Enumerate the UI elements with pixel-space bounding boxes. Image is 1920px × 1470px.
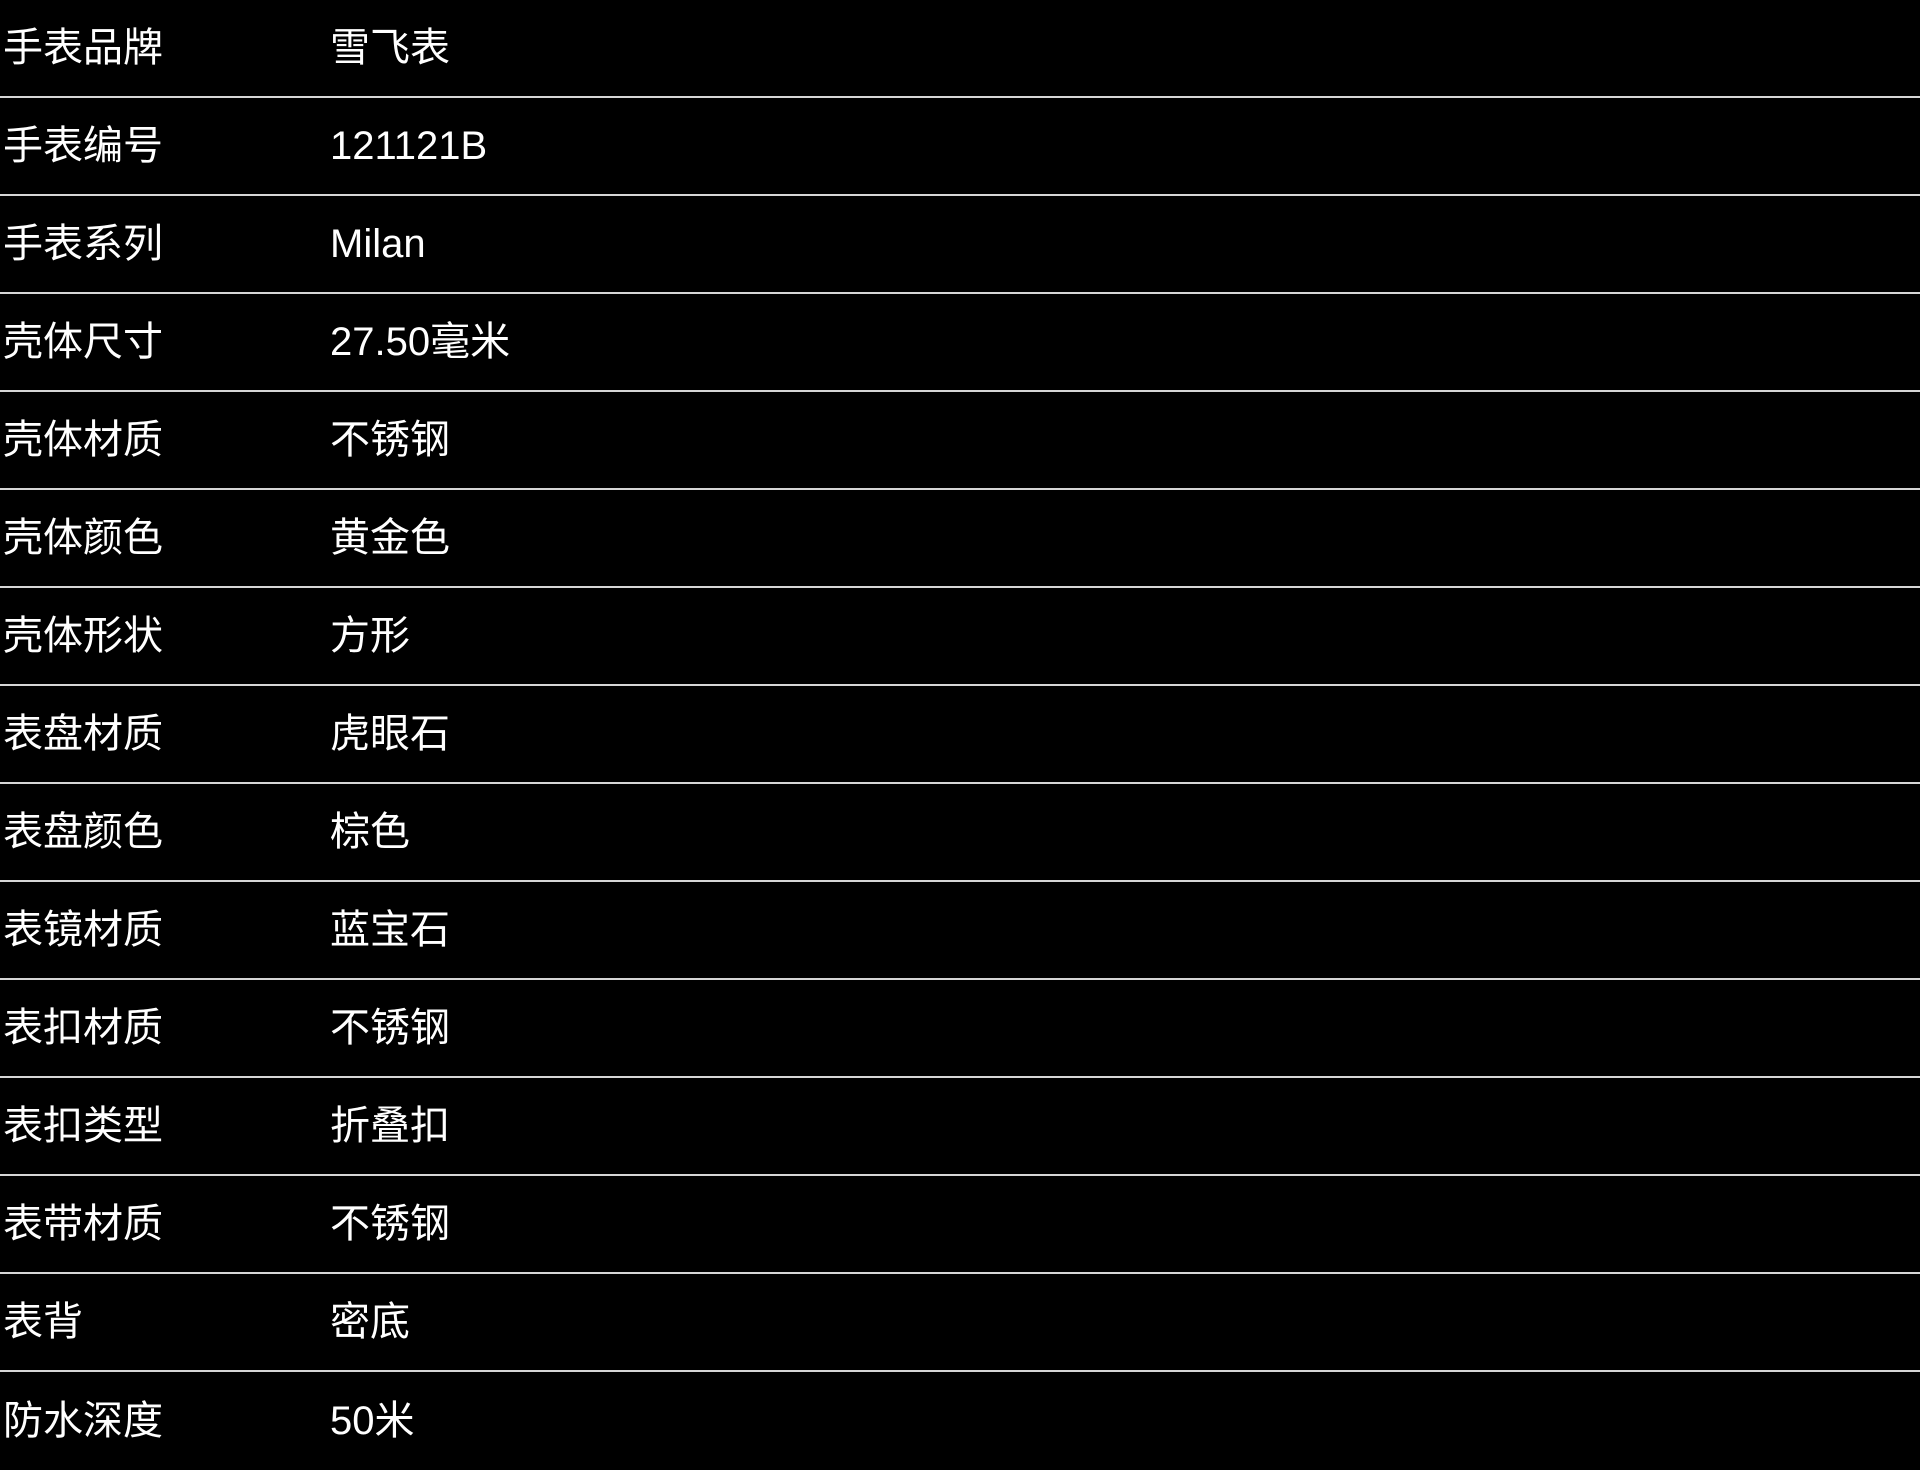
spec-label: 防水深度 (3, 1399, 163, 1443)
spec-value: 不锈钢 (330, 1202, 450, 1246)
spec-row-crystal-material: 表镜材质 蓝宝石 (0, 882, 1920, 980)
spec-label: 表盘材质 (3, 712, 163, 756)
spec-value: 121121B (330, 124, 488, 168)
spec-label: 壳体形状 (3, 614, 163, 658)
spec-label: 手表品牌 (3, 26, 163, 70)
spec-label: 壳体尺寸 (3, 320, 163, 364)
spec-value: Milan (330, 222, 426, 266)
spec-label: 表盘颜色 (3, 810, 163, 854)
spec-label: 手表系列 (3, 222, 163, 266)
spec-row-series: 手表系列 Milan (0, 196, 1920, 294)
spec-value: 27.50毫米 (330, 320, 511, 364)
spec-row-dial-color: 表盘颜色 棕色 (0, 784, 1920, 882)
spec-row-strap-material: 表带材质 不锈钢 (0, 1176, 1920, 1274)
spec-value: 50米 (330, 1399, 415, 1443)
spec-label: 表扣材质 (3, 1006, 163, 1050)
spec-row-case-size: 壳体尺寸 27.50毫米 (0, 294, 1920, 392)
spec-value: 方形 (330, 614, 410, 658)
spec-value: 折叠扣 (330, 1104, 450, 1148)
spec-value: 虎眼石 (330, 712, 450, 756)
spec-label: 表扣类型 (3, 1104, 163, 1148)
spec-value: 棕色 (330, 810, 410, 854)
spec-row-water-resistance: 防水深度 50米 (0, 1372, 1920, 1470)
spec-row-case-material: 壳体材质 不锈钢 (0, 392, 1920, 490)
spec-value: 密底 (330, 1300, 410, 1344)
spec-value: 不锈钢 (330, 418, 450, 462)
spec-label: 表背 (3, 1300, 83, 1344)
spec-row-clasp-type: 表扣类型 折叠扣 (0, 1078, 1920, 1176)
spec-row-model-number: 手表编号 121121B (0, 98, 1920, 196)
spec-row-case-color: 壳体颜色 黄金色 (0, 490, 1920, 588)
spec-value: 不锈钢 (330, 1006, 450, 1050)
spec-row-brand: 手表品牌 雪飞表 (0, 0, 1920, 98)
spec-row-clasp-material: 表扣材质 不锈钢 (0, 980, 1920, 1078)
spec-label: 手表编号 (3, 124, 163, 168)
spec-value: 黄金色 (330, 516, 450, 560)
spec-row-dial-material: 表盘材质 虎眼石 (0, 686, 1920, 784)
spec-label: 表带材质 (3, 1202, 163, 1246)
spec-row-case-back: 表背 密底 (0, 1274, 1920, 1372)
spec-label: 壳体材质 (3, 418, 163, 462)
spec-row-case-shape: 壳体形状 方形 (0, 588, 1920, 686)
spec-label: 表镜材质 (3, 908, 163, 952)
spec-label: 壳体颜色 (3, 516, 163, 560)
spec-value: 蓝宝石 (330, 908, 450, 952)
spec-value: 雪飞表 (330, 26, 450, 70)
